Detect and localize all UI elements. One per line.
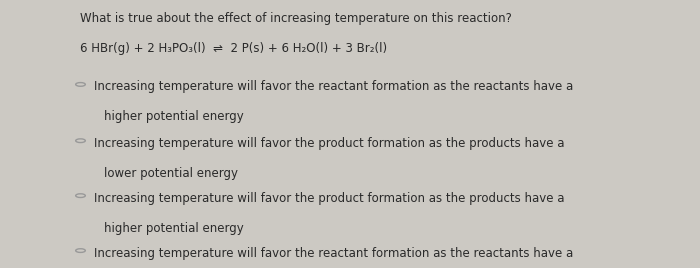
Text: What is true about the effect of increasing temperature on this reaction?: What is true about the effect of increas…	[80, 12, 512, 25]
Text: Increasing temperature will favor the reactant formation as the reactants have a: Increasing temperature will favor the re…	[94, 80, 574, 94]
Text: higher potential energy: higher potential energy	[104, 222, 244, 235]
Text: Increasing temperature will favor the product formation as the products have a: Increasing temperature will favor the pr…	[94, 137, 565, 150]
Text: 6 HBr(g) + 2 H₃PO₃(l)  ⇌  2 P(s) + 6 H₂O(l) + 3 Br₂(l): 6 HBr(g) + 2 H₃PO₃(l) ⇌ 2 P(s) + 6 H₂O(l…	[80, 42, 388, 55]
Text: higher potential energy: higher potential energy	[104, 110, 244, 123]
Text: Increasing temperature will favor the product formation as the products have a: Increasing temperature will favor the pr…	[94, 192, 565, 205]
Text: lower potential energy: lower potential energy	[104, 167, 237, 180]
Text: Increasing temperature will favor the reactant formation as the reactants have a: Increasing temperature will favor the re…	[94, 247, 574, 260]
